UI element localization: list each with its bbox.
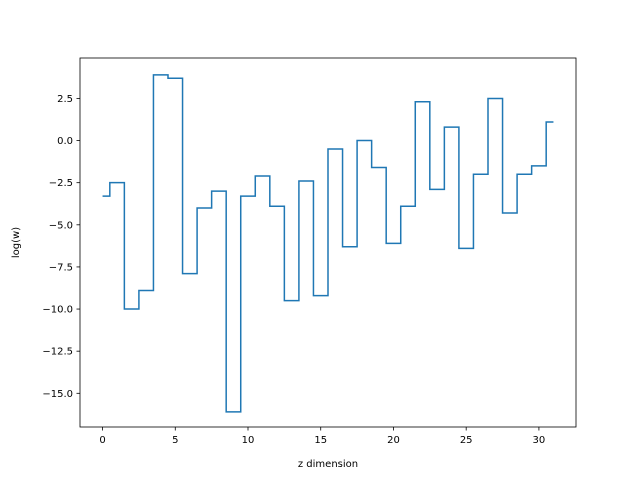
x-tick-label: 25: [460, 435, 473, 446]
x-tick-label: 30: [533, 435, 546, 446]
y-tick-label: −12.5: [42, 347, 73, 358]
plot-area: [102, 74, 554, 413]
x-tick-label: 5: [172, 435, 178, 446]
series-step-line: [102, 74, 554, 413]
x-tick-label: 0: [99, 435, 105, 446]
x-axis-label: z dimension: [298, 459, 358, 470]
x-tick-label: 10: [242, 435, 255, 446]
y-tick-label: −5.0: [49, 220, 73, 231]
y-tick-label: −10.0: [42, 305, 73, 316]
axes-frame: [79, 57, 577, 428]
y-tick-label: 2.5: [57, 94, 73, 105]
x-axis-ticks: 0 5 10 15 20 25 30: [99, 427, 545, 446]
y-tick-label: −15.0: [42, 389, 73, 400]
y-tick-label: −7.5: [49, 262, 73, 273]
x-tick-label: 20: [387, 435, 400, 446]
y-axis-label: log(w): [11, 227, 22, 258]
y-axis-ticks: −15.0 −12.5 −10.0 −7.5 −5.0 −2.5 0.0 2.5: [42, 94, 80, 400]
x-tick-label: 15: [314, 435, 327, 446]
y-tick-label: 0.0: [57, 136, 73, 147]
y-tick-label: −2.5: [49, 178, 73, 189]
